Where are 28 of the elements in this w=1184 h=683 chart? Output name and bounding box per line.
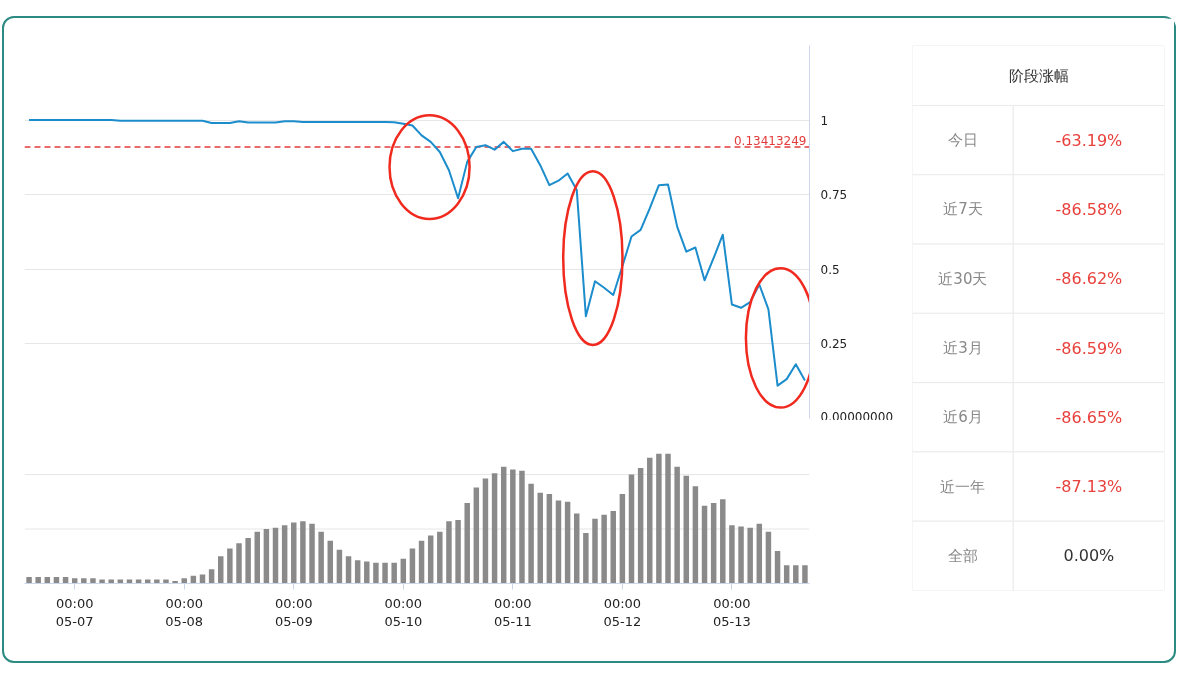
data-label: -87.13% xyxy=(1055,477,1123,497)
x-tick-label: 00:00 05-10 xyxy=(384,595,423,629)
y-tick-label: 0.00000000 xyxy=(820,409,894,424)
x-tick-label: 00:00 05-09 xyxy=(274,595,313,629)
category-label: 全部 xyxy=(947,546,978,565)
data-label: -63.19% xyxy=(1055,130,1123,150)
y-tick-label: 0.25 xyxy=(820,337,848,352)
data-label: -86.62% xyxy=(1055,269,1123,289)
x-tick-label: 00:00 05-07 xyxy=(55,595,94,629)
text: 阶段涨幅 xyxy=(1008,66,1069,85)
data-label: -86.59% xyxy=(1055,338,1123,358)
x-tick-label: 00:00 05-08 xyxy=(165,595,204,629)
y-tick-label: 0.5 xyxy=(820,262,840,277)
data-label: -86.65% xyxy=(1055,407,1123,427)
category-label: 近30天 xyxy=(938,269,988,288)
data-label: -86.58% xyxy=(1055,199,1123,219)
x-tick-label: 00:00 05-13 xyxy=(713,595,751,629)
y-tick-label: 1 xyxy=(820,113,829,128)
x-tick-label: 00:00 05-12 xyxy=(603,595,642,629)
category-label: 近6月 xyxy=(943,408,983,427)
annotation: 0.13413249 xyxy=(733,133,807,148)
category-label: 近一年 xyxy=(940,477,986,496)
x-tick-label: 00:00 05-11 xyxy=(493,595,532,629)
category-label: 近7天 xyxy=(943,200,983,219)
category-label: 近3月 xyxy=(943,339,983,357)
category-label: 今日 xyxy=(947,131,978,150)
y-tick-label: 0.75 xyxy=(820,188,848,203)
data-label: 0.00% xyxy=(1063,546,1115,566)
